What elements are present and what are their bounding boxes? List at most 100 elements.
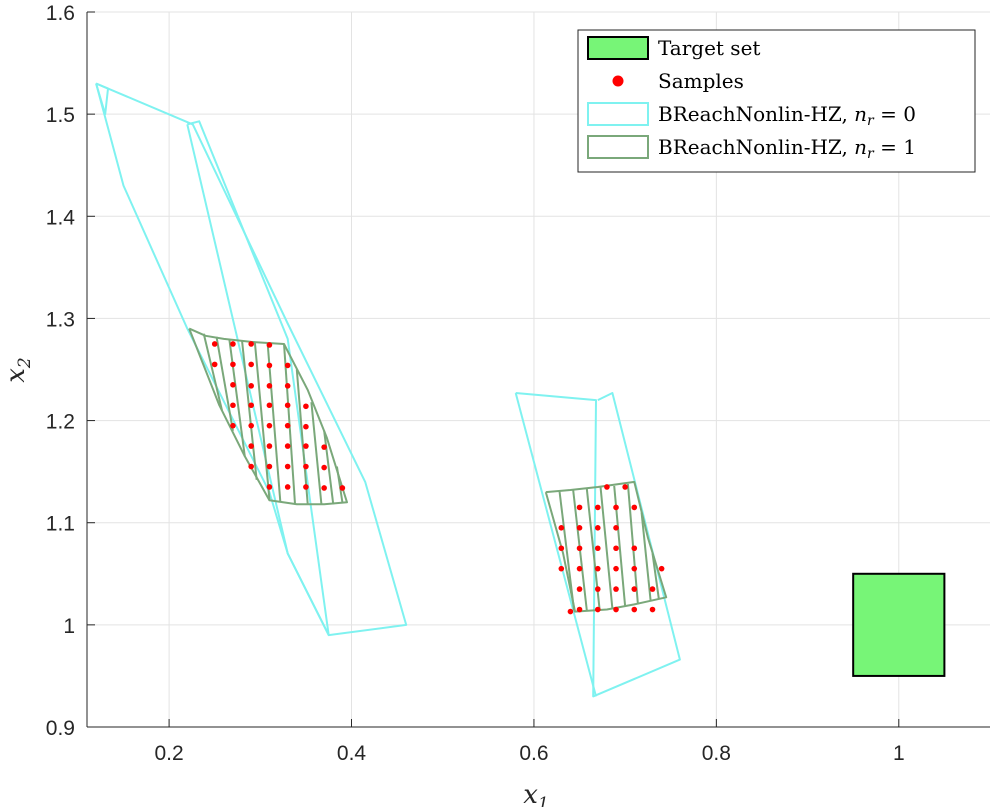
set-hatch-line: [228, 338, 246, 457]
sample-point: [631, 545, 638, 552]
sample-point: [284, 484, 291, 490]
sample-point: [631, 586, 638, 592]
sample-point: [558, 525, 565, 531]
set-hatch-line: [253, 341, 271, 500]
sample-point: [613, 545, 619, 552]
legend-label: Target set: [658, 36, 760, 60]
x-tick-label: 0.2: [154, 742, 183, 765]
sample-point: [303, 403, 309, 410]
sample-point: [284, 443, 291, 449]
x-tick-label: 0.4: [337, 742, 367, 765]
sample-point: [284, 362, 291, 369]
set-outline: [515, 392, 681, 698]
set-outline: [514, 392, 597, 697]
set-hatch-line: [241, 340, 258, 480]
sample-point: [576, 545, 583, 552]
target-set-box: [852, 572, 946, 677]
sample-point: [284, 383, 291, 389]
tick-labels: 0.2 0.4 0.6 0.8 1 0.9 1 1.1 1.2 1.3 1.4 1.5 1.6: [46, 2, 905, 765]
sample-point: [649, 586, 656, 592]
legend: Target set Samples BReachNonlin-HZ, nr = 0…: [577, 29, 976, 173]
y-tick-label: 1.6: [46, 2, 75, 25]
legend-label: BReachNonlin-HZ, nr = 1: [658, 135, 916, 162]
set-hatch-line: [323, 430, 335, 505]
y-tick-label: 1: [63, 615, 75, 638]
y-tick-label: 0.9: [46, 717, 75, 740]
sample-point: [230, 382, 236, 388]
sample-point: [594, 606, 601, 613]
sample-point: [594, 586, 601, 592]
y-tick-label: 1.2: [46, 411, 75, 434]
sample-point: [631, 504, 638, 511]
series-hz-nr0: [95, 82, 681, 698]
samples: [211, 341, 665, 615]
sample-point: [266, 422, 273, 429]
sample-point: [303, 423, 309, 430]
sample-point: [658, 565, 665, 572]
sample-point: [266, 342, 273, 348]
sample-point: [248, 422, 254, 429]
y-tick-label: 1.4: [46, 206, 76, 229]
sample-point: [230, 361, 236, 368]
set-hatch-line: [599, 486, 614, 609]
sample-point: [594, 545, 601, 552]
sample-point: [303, 484, 309, 490]
sample-point: [284, 422, 291, 429]
sample-point: [576, 606, 583, 613]
sample-point: [284, 463, 291, 470]
set-outline: [95, 82, 408, 637]
set-hatch-line: [310, 402, 323, 505]
sample-point: [321, 485, 327, 491]
set-hatch-line: [558, 490, 576, 611]
sample-point: [321, 464, 327, 471]
sample-point: [248, 463, 254, 470]
x-tick-label: 1: [893, 742, 905, 765]
set-hatch-line: [266, 342, 282, 503]
sample-point: [613, 565, 619, 572]
y-axis-label: x2: [1, 357, 35, 383]
sample-point: [248, 361, 254, 368]
sample-point: [594, 504, 601, 511]
sample-point: [266, 484, 273, 490]
set-hatch-line: [626, 483, 639, 605]
legend-label: BReachNonlin-HZ, nr = 0: [658, 102, 916, 129]
legend-swatch-set: [587, 102, 649, 126]
sample-point: [248, 383, 254, 389]
sample-point: [266, 383, 273, 389]
sample-point: [211, 341, 218, 347]
sample-point: [622, 484, 628, 490]
sample-point: [266, 443, 273, 449]
sample-point: [230, 402, 236, 409]
sample-point: [266, 402, 273, 409]
sample-point: [558, 545, 565, 552]
sample-point: [613, 606, 619, 613]
sample-point: [594, 525, 601, 531]
sample-point: [558, 565, 565, 572]
sample-point: [576, 504, 583, 511]
y-tick-label: 1.5: [46, 104, 75, 127]
sample-point: [211, 361, 218, 368]
set-hatch-line: [335, 466, 344, 503]
sample-point: [266, 463, 273, 470]
sample-point: [576, 525, 583, 531]
sample-point: [576, 565, 583, 572]
sample-point: [303, 463, 309, 470]
legend-swatch-set: [587, 135, 649, 159]
series-layer: [95, 82, 946, 698]
sample-point: [613, 586, 619, 592]
sample-point: [631, 606, 638, 613]
sample-point: [613, 504, 619, 511]
sample-point: [613, 525, 619, 531]
x-tick-label: 0.6: [519, 742, 548, 765]
legend-swatch-samples: [612, 75, 624, 87]
set-outline: [95, 82, 109, 116]
y-tick-label: 1.1: [46, 513, 75, 536]
axes: [86, 11, 990, 728]
sample-point: [594, 565, 601, 572]
legend-swatch-target: [587, 36, 649, 60]
sample-point: [230, 341, 236, 347]
sample-point: [248, 443, 254, 449]
x-axis-label: x1: [523, 780, 549, 807]
sample-point: [631, 565, 638, 572]
